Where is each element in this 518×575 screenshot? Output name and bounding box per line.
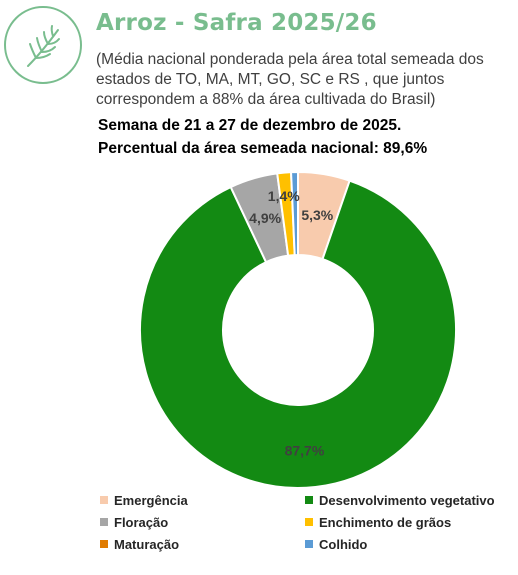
legend-label: Enchimento de grãos — [319, 514, 452, 530]
percent-sown-label: Percentual da área semeada nacional: 89,… — [98, 140, 428, 157]
data-label-floracao: 4,9% — [249, 210, 281, 226]
legend-label: Colhido — [319, 536, 368, 552]
logo — [4, 6, 82, 84]
legend-item-desenvolvimento-vegetativo: Desenvolvimento vegetativo — [305, 492, 510, 508]
data-label-emergencia: 5,3% — [301, 207, 333, 223]
legend-item-floracao: Floração — [100, 514, 305, 530]
legend-item-colhido: Colhido — [305, 536, 510, 552]
legend-label: Desenvolvimento vegetativo — [319, 492, 495, 508]
legend-swatch — [100, 518, 108, 526]
legend-label: Maturação — [114, 536, 180, 552]
week-label: Semana de 21 a 27 de dezembro de 2025. — [98, 117, 402, 134]
legend-swatch — [100, 540, 108, 548]
donut-chart: 5,3% 87,7% 4,9% 1,4% — [139, 170, 457, 489]
slice-colhido — [290, 170, 299, 257]
slice-desenvolvimento-vegetativo — [139, 179, 457, 489]
data-label-enchimento-de-graos: 1,4% — [268, 188, 300, 204]
legend-label: Emergência — [114, 492, 188, 508]
page-title: Arroz - Safra 2025/26 — [96, 10, 377, 36]
legend-swatch — [100, 496, 108, 504]
legend-swatch — [305, 540, 313, 548]
rice-plant-icon — [27, 25, 60, 67]
chart-legend: Emergência Desenvolvimento vegetativo Flor… — [100, 492, 510, 552]
legend-swatch — [305, 518, 313, 526]
legend-item-emergencia: Emergência — [100, 492, 305, 508]
legend-item-enchimento-de-graos: Enchimento de grãos — [305, 514, 510, 530]
page-subtitle: (Média nacional ponderada pela área tota… — [96, 51, 484, 108]
legend-item-maturacao: Maturação — [100, 536, 305, 552]
legend-label: Floração — [114, 514, 169, 530]
chart-data-labels: 5,3% 87,7% 4,9% 1,4% — [249, 188, 334, 459]
legend-swatch — [305, 496, 313, 504]
chart-slices — [139, 170, 457, 489]
data-label-desenvolvimento-vegetativo: 87,7% — [285, 442, 325, 458]
